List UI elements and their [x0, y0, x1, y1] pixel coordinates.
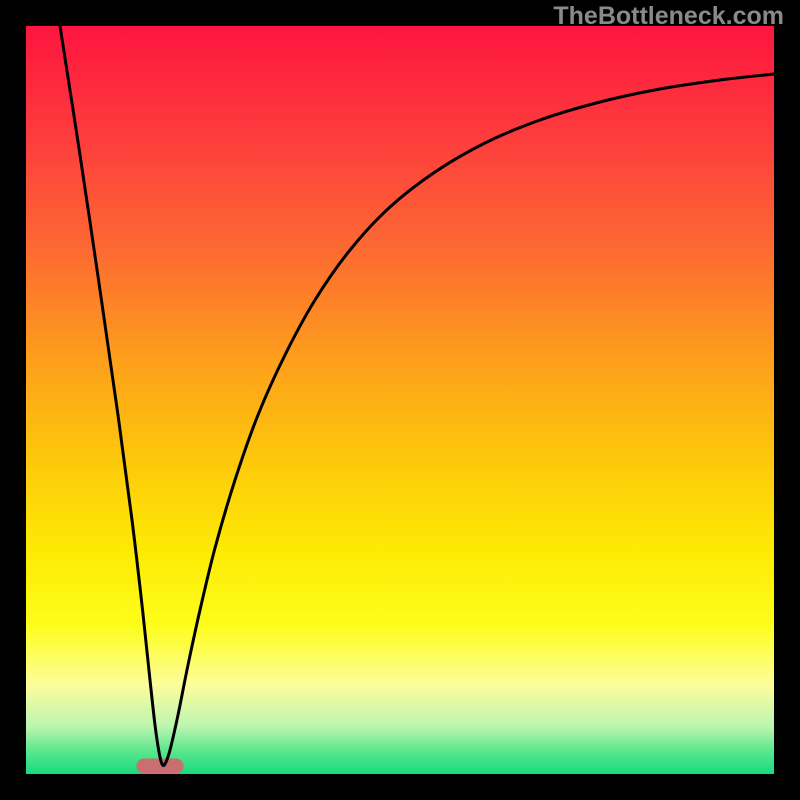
bottleneck-curve	[60, 26, 774, 766]
curve-layer	[0, 0, 800, 800]
chart-root: TheBottleneck.com	[0, 0, 800, 800]
watermark-text: TheBottleneck.com	[553, 2, 784, 31]
